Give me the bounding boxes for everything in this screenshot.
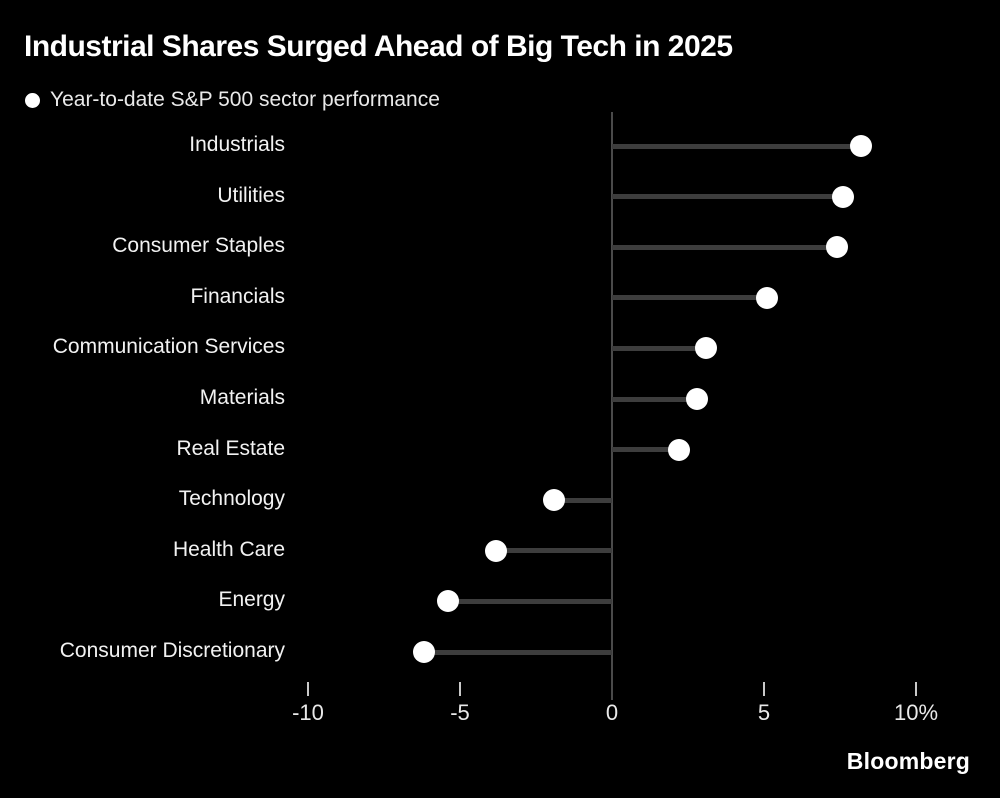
legend-bullet-icon xyxy=(25,92,40,108)
data-point-dot xyxy=(825,236,848,259)
data-point-dot xyxy=(667,438,690,461)
lollipop-stem xyxy=(612,194,844,200)
category-label: Health Care xyxy=(172,537,285,561)
lollipop-stem xyxy=(612,447,679,453)
data-point-dot xyxy=(756,286,779,309)
x-axis-tick-label: -10 xyxy=(292,700,324,725)
lollipop-stem xyxy=(496,548,612,554)
lollipop-stem xyxy=(447,598,612,604)
chart-title: Industrial Shares Surged Ahead of Big Te… xyxy=(24,30,733,63)
x-axis-tick-label: 0 xyxy=(605,700,619,725)
lollipop-stem xyxy=(423,649,612,655)
lollipop-stem xyxy=(612,244,837,250)
data-point-dot xyxy=(850,135,873,157)
zero-axis-line xyxy=(611,112,613,700)
legend-label: Year-to-date S&P 500 sector performance xyxy=(50,88,440,111)
category-label: Consumer Staples xyxy=(112,234,285,258)
chart-legend: Year-to-date S&P 500 sector performance xyxy=(25,88,440,112)
bloomberg-logo: Bloomberg xyxy=(846,748,970,774)
data-point-dot xyxy=(695,337,718,360)
x-axis-tick-label: 10% xyxy=(893,700,939,725)
category-label: Technology xyxy=(178,487,285,511)
data-point-dot xyxy=(436,590,459,613)
category-label: Utilities xyxy=(217,183,285,207)
category-label: Industrials xyxy=(189,133,285,156)
lollipop-stem xyxy=(554,497,612,503)
data-point-dot xyxy=(543,489,566,512)
category-label: Materials xyxy=(199,386,285,409)
x-axis-tick xyxy=(459,682,461,696)
x-axis-tick-label: 5 xyxy=(757,700,771,725)
category-label: Communication Services xyxy=(52,335,285,359)
lollipop-stem xyxy=(612,295,768,301)
data-point-dot xyxy=(412,641,435,663)
lollipop-stem xyxy=(612,143,862,149)
category-label: Consumer Discretionary xyxy=(59,639,285,662)
lollipop-stem xyxy=(612,345,707,351)
data-point-dot xyxy=(485,539,508,562)
category-label: Financials xyxy=(190,284,285,308)
data-point-dot xyxy=(832,185,855,208)
lollipop-stem xyxy=(612,396,698,402)
x-axis-tick xyxy=(915,682,917,696)
x-axis-tick xyxy=(763,682,765,696)
data-point-dot xyxy=(686,388,709,410)
category-label: Real Estate xyxy=(176,436,285,460)
x-axis-tick xyxy=(307,682,309,696)
category-label: Energy xyxy=(218,588,285,612)
x-axis-tick-label: -5 xyxy=(450,700,470,725)
